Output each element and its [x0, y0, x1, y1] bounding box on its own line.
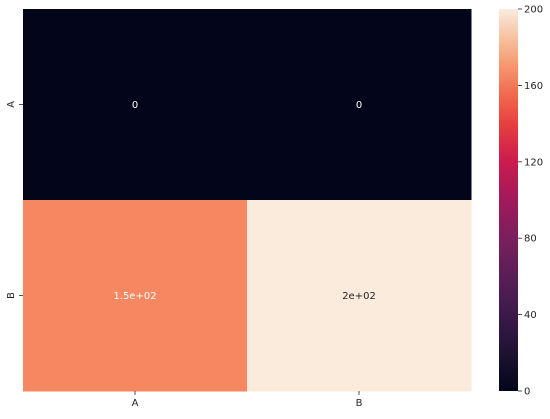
colorbar-tick-label: 120	[524, 157, 543, 168]
heatmap-cell-a-b	[247, 9, 472, 201]
heatmap-cells	[23, 9, 472, 392]
colorbar-fill	[499, 9, 518, 391]
colorbar-tick-label: 160	[524, 81, 543, 92]
colorbar-tick-label: 40	[524, 310, 537, 321]
colorbar-tick-label: 80	[524, 234, 537, 245]
y-axis: AB	[6, 101, 23, 299]
colorbar-tick-label: 200	[524, 5, 543, 16]
cell-annotation: 2e+02	[342, 291, 376, 302]
colorbar-tick-label: 0	[524, 387, 530, 398]
cell-annotation: 0	[356, 100, 362, 111]
heatmap-cell-a-a	[23, 9, 248, 201]
x-tick-label: B	[356, 398, 363, 409]
heatmap-cell-b-a	[23, 200, 248, 392]
y-tick-label: B	[6, 292, 17, 299]
cell-annotation: 1.5e+02	[113, 291, 156, 302]
x-tick-label: A	[132, 398, 139, 409]
cell-annotations: 0 0 1.5e+02 2e+02	[113, 100, 375, 302]
heatmap-cell-b-b	[247, 200, 472, 392]
colorbar: 0 40 80 120 160 200	[499, 5, 543, 398]
cell-annotation: 0	[132, 100, 138, 111]
y-tick-label: A	[6, 101, 17, 108]
